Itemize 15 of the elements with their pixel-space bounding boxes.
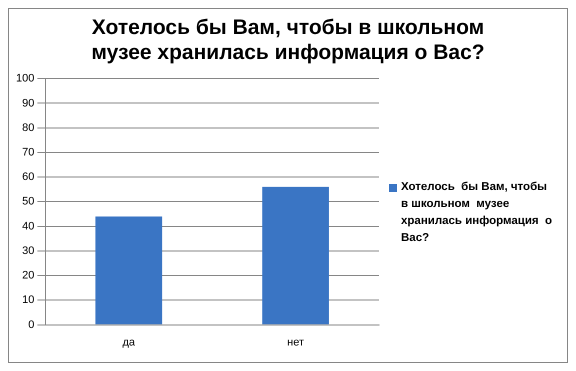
y-tick-label: 80 xyxy=(22,122,34,134)
x-tick-label: нет xyxy=(287,336,304,348)
y-tick-label: 60 xyxy=(22,171,34,184)
legend-label: Хотелось бы Вам, чтобы в школьном музее хранилась информация о Вас? xyxy=(401,180,554,246)
y-tick-label: 20 xyxy=(22,270,34,282)
y-tick-label: 0 xyxy=(28,318,34,331)
x-tick-label: да xyxy=(122,336,136,348)
chart-title: Хотелось бы Вам, чтобы в школьном музее хранилась информация о Вас? xyxy=(90,15,486,65)
y-tick-label: 30 xyxy=(22,244,34,257)
y-tick-label: 100 xyxy=(16,72,34,85)
y-tick-label: 70 xyxy=(22,146,34,158)
y-tick-label: 10 xyxy=(22,294,34,306)
y-tick-label: 50 xyxy=(22,196,34,208)
y-tick-label: 40 xyxy=(22,220,34,232)
y-tick-label: 90 xyxy=(22,97,34,110)
